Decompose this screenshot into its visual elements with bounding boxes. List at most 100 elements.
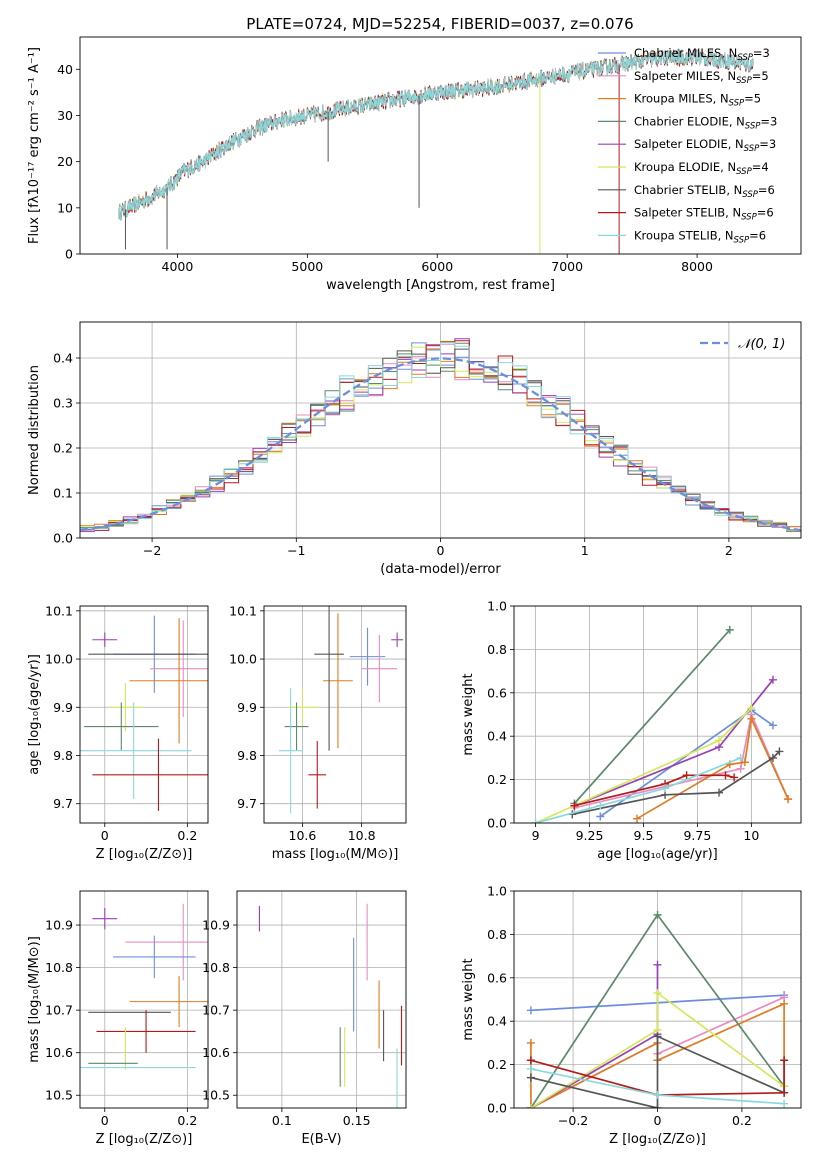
x-tick-label: 0 [654,1113,662,1128]
histogram-step-6 [80,348,801,532]
y-tick-label: 0.8 [487,642,507,657]
y-tick-label: 10.5 [202,1088,230,1103]
data-point-marker [730,773,739,782]
series-line-8 [535,757,741,823]
y-tick-label: 0.2 [487,772,507,787]
y-tick-label: 10.5 [45,1088,73,1103]
x-tick-label: 0.2 [732,1113,752,1128]
x-tick-label: 9.5 [634,828,654,843]
data-point-marker [633,814,641,823]
axes-mass_vs_EBV: 0.1 0.15 10.5 10.6 10.7 10.8 10.9 E(B-V) [202,890,407,1147]
y-tick-label: 0.4 [487,729,507,744]
y-tick-label: 0.8 [487,927,507,942]
axes-frame [79,890,209,1109]
y-tick-label: 9.9 [53,700,73,715]
x-tick-label: 5000 [291,259,323,274]
y-tick-label: 10.1 [45,603,73,618]
x-tick-label: 9 [532,828,540,843]
x-tick-label: −0.2 [558,1113,588,1128]
x-tick-label: 10.6 [289,828,317,843]
legend-label: Chabrier MILES, NSSP=3 [634,46,770,63]
spectrum-legend: Chabrier MILES, NSSP=3 Salpeter MILES, NS… [598,46,777,245]
y-tick-label: 0.6 [487,685,507,700]
legend-label: Salpeter MILES, NSSP=5 [634,69,769,86]
data-point-marker [775,747,784,756]
x-tick-label: 10 [743,828,759,843]
plot-area-residual_histogram [80,338,801,533]
data-point-marker [784,795,793,804]
y-tick-label: 1.0 [487,599,507,614]
y-tick-label: 9.8 [53,748,73,763]
data-point-marker [653,1104,662,1108]
x-tick-label: 1 [581,543,589,558]
x-tick-label: 0 [101,1113,109,1128]
axes-age_vs_mass: 10.6 10.8 9.7 9.8 9.9 10.0 10.1 mass [log₁₀(M/M… [229,603,407,862]
y-tick-label: 0 [65,247,73,262]
x-tick-label: 10.8 [348,828,376,843]
y-tick-label: 9.7 [53,796,73,811]
y-tick-label: 0.1 [53,486,73,501]
legend-label: Kroupa STELIB, NSSP=6 [634,228,766,245]
data-point-marker [526,1056,535,1065]
data-point-marker [736,764,745,773]
y-tick-label: 0.3 [53,396,73,411]
data-point-marker [682,771,691,780]
axes-frame [263,605,407,824]
data-point-marker [596,812,605,821]
axes-mass_weight_vs_age: 9 9.25 9.5 9.75 10 0.0 0.2 0.4 0.6 0.8 1.0 age [log… [461,599,802,862]
data-point-marker [715,788,723,797]
plot-area-age_vs_mass [278,606,404,814]
plot-area-spectrum [118,48,754,254]
x-axis-label: Z [log₁₀(Z/Z⊙)] [96,847,193,862]
x-tick-label: −2 [143,543,161,558]
axes-frame [79,36,802,255]
axes-frame [513,890,802,1109]
axes-frame [236,890,407,1109]
y-tick-label: 10.0 [45,652,73,667]
data-point-marker [526,1073,535,1082]
legend-label: Salpeter STELIB, NSSP=6 [634,206,774,223]
plot-area-mass_vs_Z [80,903,208,1070]
x-tick-label: 0 [437,543,445,558]
y-axis-label: Flux [fλ10⁻¹⁷ erg cm⁻² s⁻¹ A⁻¹] [27,47,42,244]
data-point-marker [740,758,749,767]
data-point-marker [721,771,730,780]
y-tick-label: 20 [57,154,73,169]
y-tick-label: 30 [57,108,73,123]
series-line-7 [530,1059,785,1096]
axes-spectrum: 4000 5000 6000 7000 8000 0 10 20 30 40 wavelength … [27,36,802,293]
y-tick-label: 9.8 [237,748,257,763]
series-line-6 [530,1035,785,1108]
data-point-marker [768,675,777,684]
data-point-marker [653,1090,662,1099]
data-point-marker [780,999,789,1008]
x-axis-label: Z [log₁₀(Z/Z⊙)] [609,1132,706,1147]
legend-label: Salpeter ELODIE, NSSP=3 [634,137,776,154]
y-tick-label: 10.7 [202,1003,230,1018]
series-line-1 [574,711,789,809]
y-tick-label: 10.7 [45,1003,73,1018]
normal-reference-curve [80,357,801,532]
data-point-marker [780,1099,789,1108]
y-tick-label: 10.6 [45,1045,73,1060]
y-axis-label: Normed distribution [27,365,42,495]
data-point-marker [531,819,540,823]
x-tick-label: 8000 [681,259,713,274]
legend-label: Kroupa MILES, NSSP=5 [634,92,761,109]
y-tick-label: 1.0 [487,884,507,899]
data-point-marker [780,1056,789,1065]
x-tick-label: 0.1 [272,1113,292,1128]
data-point-marker [725,625,734,634]
legend-label: Chabrier STELIB, NSSP=6 [634,183,775,200]
y-tick-label: 40 [57,62,73,77]
y-tick-label: 10.0 [229,652,257,667]
data-point-marker [653,960,662,969]
y-tick-label: 0.0 [487,1101,507,1116]
y-tick-label: 9.9 [237,700,257,715]
x-tick-label: −1 [287,543,305,558]
plot-area-mass_weight_vs_age [531,625,793,823]
y-tick-label: 10.6 [202,1045,230,1060]
x-axis-label: Z [log₁₀(Z/Z⊙)] [96,1132,193,1147]
y-tick-label: 0.0 [487,816,507,831]
